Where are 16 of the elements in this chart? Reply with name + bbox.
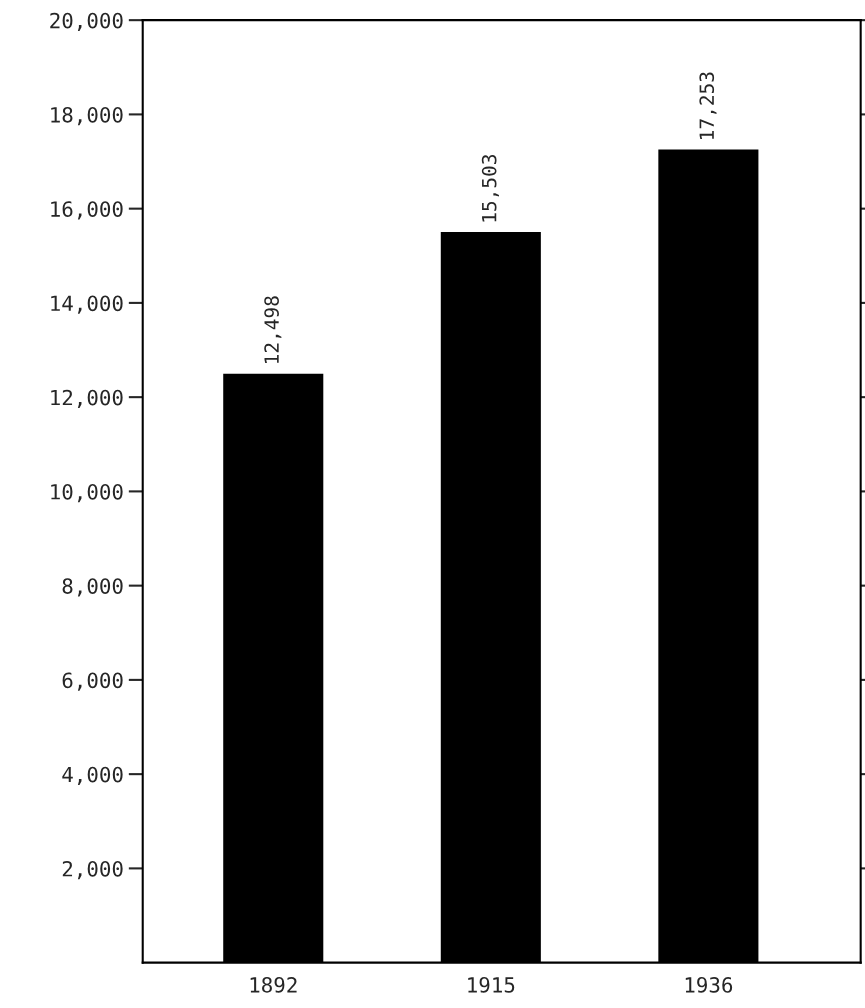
- x-tick-label: 1936: [685, 977, 733, 993]
- y-tick-label: 6,000: [62, 672, 123, 691]
- y-tick-label: 14,000: [51, 295, 123, 314]
- x-tick-label: 1915: [468, 977, 515, 993]
- y-tick-label: 12,000: [51, 389, 123, 409]
- data-label: 17,253: [699, 72, 717, 139]
- y-tick-label: 2,000: [62, 860, 123, 880]
- y-tick-label: 8,000: [62, 578, 123, 597]
- y-tick-label: 20,000: [50, 12, 123, 32]
- data-label: 12,498: [264, 296, 282, 364]
- y-tick-label: 16,000: [51, 201, 123, 220]
- data-label: 15,503: [481, 154, 499, 222]
- y-tick-label: 18,000: [51, 106, 123, 126]
- y-tick-label: 10,000: [51, 483, 123, 503]
- x-tick-label: 1892: [250, 977, 297, 993]
- y-tick-label: 4,000: [62, 766, 123, 786]
